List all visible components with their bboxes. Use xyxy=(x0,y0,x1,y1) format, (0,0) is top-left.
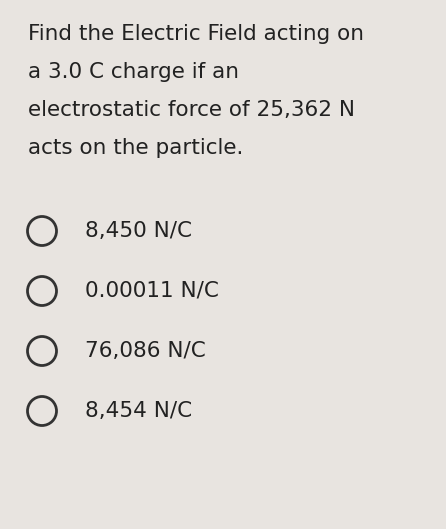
Text: electrostatic force of 25,362 N: electrostatic force of 25,362 N xyxy=(28,100,355,120)
Ellipse shape xyxy=(28,397,57,425)
Ellipse shape xyxy=(28,216,57,245)
Text: Find the Electric Field acting on: Find the Electric Field acting on xyxy=(28,24,364,44)
Text: 0.00011 N/C: 0.00011 N/C xyxy=(85,281,219,301)
Text: 8,454 N/C: 8,454 N/C xyxy=(85,401,192,421)
Text: 8,450 N/C: 8,450 N/C xyxy=(85,221,192,241)
Text: acts on the particle.: acts on the particle. xyxy=(28,138,244,158)
Ellipse shape xyxy=(28,277,57,306)
Text: a 3.0 C charge if an: a 3.0 C charge if an xyxy=(28,62,239,82)
Ellipse shape xyxy=(28,336,57,366)
Text: 76,086 N/C: 76,086 N/C xyxy=(85,341,206,361)
